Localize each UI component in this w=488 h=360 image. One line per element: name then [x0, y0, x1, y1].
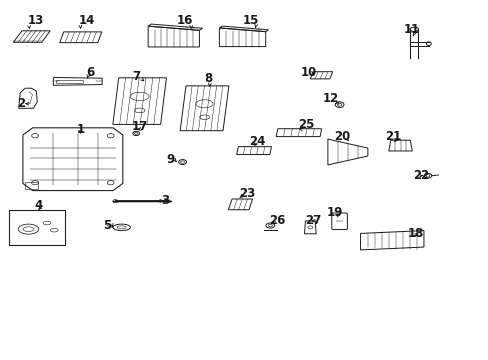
Text: 27: 27: [305, 214, 321, 227]
Text: 3: 3: [161, 194, 168, 207]
Text: 16: 16: [177, 14, 193, 27]
Text: 12: 12: [322, 92, 338, 105]
Text: 8: 8: [204, 72, 212, 85]
Text: 15: 15: [242, 14, 259, 27]
Text: 10: 10: [300, 66, 316, 79]
Text: 18: 18: [407, 226, 423, 239]
Text: 24: 24: [249, 135, 265, 148]
Text: 14: 14: [79, 14, 95, 27]
Text: 11: 11: [403, 23, 419, 36]
Text: 20: 20: [334, 130, 350, 143]
Text: 19: 19: [326, 207, 343, 220]
Text: 22: 22: [412, 169, 428, 182]
Text: 6: 6: [86, 66, 94, 79]
Text: 23: 23: [238, 187, 254, 200]
Text: 2: 2: [17, 98, 25, 111]
Text: 26: 26: [268, 214, 285, 227]
Bar: [9, 210, 65, 245]
Text: 5: 5: [103, 219, 111, 233]
Bar: [25, 181, 38, 189]
Text: 9: 9: [166, 153, 174, 166]
Bar: [56, 80, 82, 83]
Text: 4: 4: [35, 199, 43, 212]
Polygon shape: [113, 200, 171, 202]
Text: 13: 13: [27, 14, 43, 27]
Text: 1: 1: [76, 122, 84, 136]
Text: 7: 7: [132, 69, 140, 82]
Text: 25: 25: [298, 118, 314, 131]
Text: 17: 17: [131, 121, 147, 134]
Text: 21: 21: [385, 130, 401, 144]
